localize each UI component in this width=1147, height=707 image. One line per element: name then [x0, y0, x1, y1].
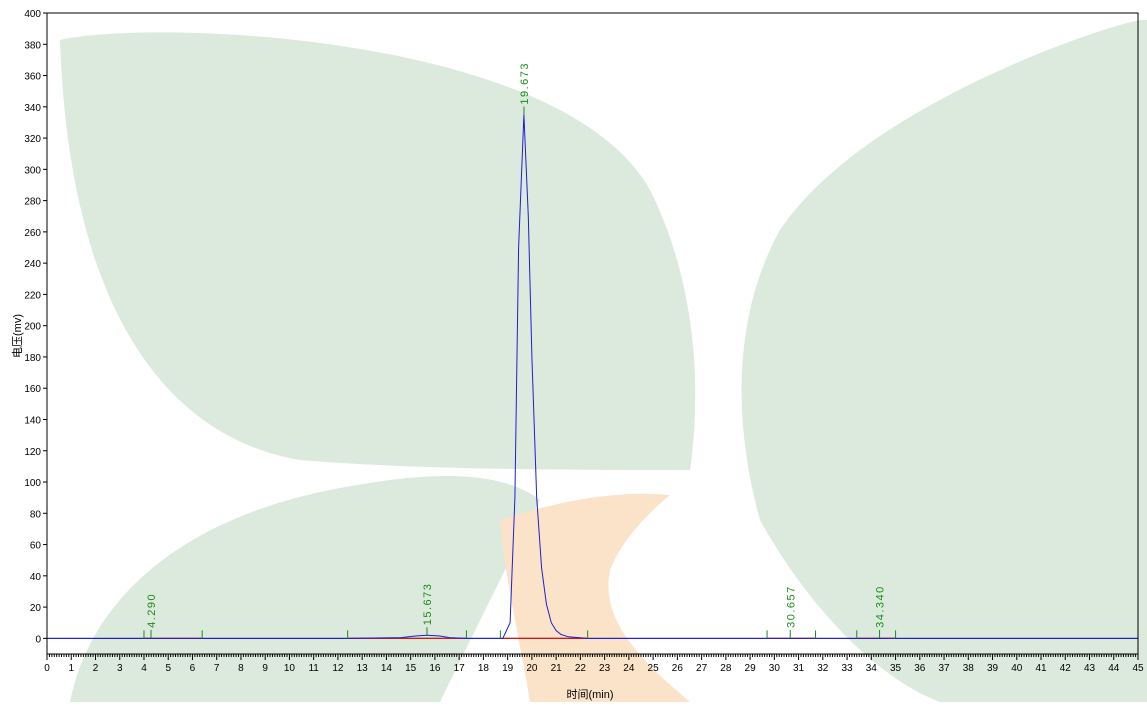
y-tick-label: 220: [24, 290, 41, 301]
labels: 时间(min) 电压(mv): [11, 314, 614, 701]
peak-markers: 4.290 15.673 19.673 30.657 34.340: [143, 62, 897, 639]
x-tick-label: 17: [454, 663, 466, 674]
y-tick-label: 200: [24, 322, 41, 333]
x-tick-label: 2: [93, 663, 99, 674]
x-tick-label: 20: [526, 663, 538, 674]
x-tick-label: 18: [478, 663, 490, 674]
axes: 0204060801001201401601802002202402602803…: [24, 9, 1144, 674]
x-tick-label: 6: [190, 663, 196, 674]
x-tick-label: 35: [890, 663, 902, 674]
y-tick-label: 120: [24, 447, 41, 458]
x-tick-label: 25: [648, 663, 660, 674]
y-axis-label: 电压(mv): [11, 314, 24, 358]
x-tick-label: 45: [1132, 663, 1144, 674]
x-tick-label: 29: [745, 663, 757, 674]
x-tick-label: 5: [165, 663, 171, 674]
x-tick-label: 38: [963, 663, 975, 674]
x-tick-label: 26: [672, 663, 684, 674]
x-tick-label: 22: [575, 663, 587, 674]
x-tick-label: 0: [44, 663, 50, 674]
x-tick-label: 24: [623, 663, 635, 674]
x-tick-label: 30: [769, 663, 781, 674]
x-tick-label: 28: [720, 663, 732, 674]
x-tick-label: 34: [866, 663, 878, 674]
x-axis-label: 时间(min): [566, 688, 613, 701]
x-tick-label: 39: [987, 663, 999, 674]
signal-trace: [47, 114, 1138, 639]
y-tick-label: 260: [24, 228, 41, 239]
x-tick-label: 21: [551, 663, 563, 674]
x-tick-label: 9: [262, 663, 268, 674]
x-tick-label: 31: [793, 663, 805, 674]
y-tick-label: 0: [35, 634, 41, 645]
y-tick-label: 300: [24, 165, 41, 176]
y-tick-label: 80: [30, 509, 42, 520]
x-tick-label: 42: [1060, 663, 1072, 674]
watermark-leaf-bottom-left: [70, 476, 540, 702]
x-tick-label: 3: [117, 663, 123, 674]
leaf-watermark: [60, 20, 1147, 702]
x-tick-label: 12: [332, 663, 344, 674]
x-tick-label: 23: [599, 663, 611, 674]
x-tick-label: 10: [284, 663, 296, 674]
y-tick-label: 320: [24, 134, 41, 145]
x-tick-label: 11: [308, 663, 319, 674]
x-tick-label: 43: [1084, 663, 1096, 674]
x-tick-label: 1: [68, 663, 74, 674]
y-tick-label: 360: [24, 72, 41, 83]
x-tick-label: 32: [817, 663, 829, 674]
y-tick-label: 240: [24, 259, 41, 270]
y-tick-label: 20: [30, 603, 42, 614]
x-tick-label: 16: [429, 663, 441, 674]
x-tick-label: 8: [238, 663, 244, 674]
peak-label: 19.673: [519, 62, 531, 105]
watermark-leaf-left: [60, 32, 696, 471]
y-tick-label: 340: [24, 103, 41, 114]
watermark-leaf-right: [741, 20, 1147, 702]
x-tick-label: 7: [214, 663, 220, 674]
x-tick-label: 15: [405, 663, 417, 674]
x-tick-label: 19: [502, 663, 514, 674]
x-tick-label: 36: [914, 663, 926, 674]
y-tick-label: 40: [30, 572, 42, 583]
x-tick-label: 41: [1035, 663, 1047, 674]
peak-label: 34.340: [875, 585, 887, 628]
y-tick-label: 100: [24, 478, 41, 489]
x-tick-label: 40: [1011, 663, 1023, 674]
x-tick-label: 37: [938, 663, 950, 674]
watermark-leaf-center-orange: [500, 493, 690, 702]
y-tick-label: 160: [24, 384, 41, 395]
plot-area: [47, 114, 1138, 639]
x-tick-label: 44: [1108, 663, 1120, 674]
y-tick-label: 380: [24, 40, 41, 51]
x-tick-label: 13: [357, 663, 369, 674]
y-tick-label: 180: [24, 353, 41, 364]
x-tick-label: 14: [381, 663, 393, 674]
x-tick-label: 4: [141, 663, 147, 674]
y-tick-label: 400: [24, 9, 41, 20]
peak-label: 4.290: [146, 593, 158, 628]
x-tick-label: 33: [842, 663, 854, 674]
y-tick-label: 280: [24, 197, 41, 208]
y-tick-label: 140: [24, 415, 41, 426]
peak-label: 30.657: [785, 585, 797, 628]
y-tick-label: 60: [30, 541, 42, 552]
peak-label: 15.673: [422, 583, 434, 626]
x-tick-label: 27: [696, 663, 708, 674]
